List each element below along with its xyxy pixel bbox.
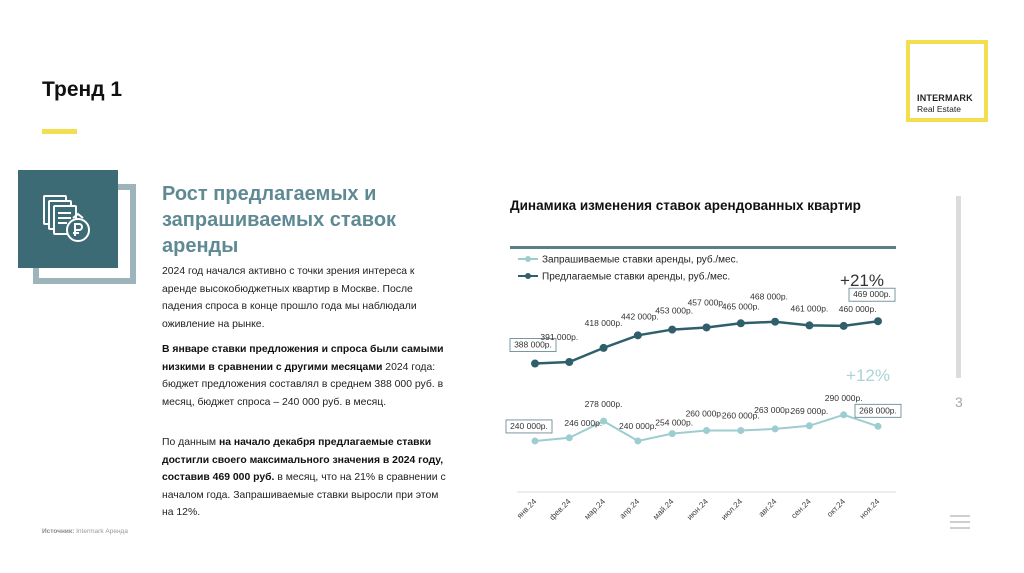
data-label: 240 000р. (510, 421, 548, 431)
chart-title: Динамика изменения ставок арендованных к… (510, 198, 861, 213)
paragraph-december-a: По данным (162, 437, 219, 448)
data-label: 388 000р. (514, 340, 552, 350)
data-label: 469 000р. (853, 289, 891, 299)
section-heading: Рост предлагаемых и запрашиваемых ставок… (162, 183, 397, 257)
paragraph-december-bold: на начало декабря предлагаемые ставки до… (162, 437, 444, 483)
legend-marker-0 (525, 256, 531, 262)
data-point (599, 343, 608, 352)
data-point (771, 317, 780, 326)
data-point (805, 422, 813, 430)
data-point (633, 331, 642, 340)
source-note: Источник: Intermark Аренда (42, 528, 128, 535)
data-label: 290 000р. (825, 393, 863, 403)
paragraph-january-bold: В январе ставки предложения и спроса был… (162, 344, 444, 373)
data-label: 418 000р. (585, 318, 623, 328)
data-point (600, 417, 608, 425)
x-tick-label: апр.24 (618, 497, 642, 521)
legend-label-0: Запрашиваемые ставки аренды, руб./мес. (542, 254, 738, 266)
paragraph-january-rest: 2024 года: бюджет предложения составлял … (162, 361, 444, 408)
data-label-box (505, 419, 553, 434)
slide-title: Тренд 1 (42, 78, 123, 101)
data-label: 240 000р. (619, 421, 657, 431)
x-tick-label: мар.24 (583, 497, 608, 522)
menu-icon[interactable] (950, 515, 970, 531)
logo-subtitle: Real Estate (917, 104, 961, 114)
data-point (634, 437, 642, 445)
data-label: 260 000р. (686, 408, 724, 418)
data-point (805, 321, 814, 330)
data-point (531, 437, 539, 445)
data-point (565, 357, 574, 366)
x-tick-label: авг.24 (757, 497, 779, 519)
paragraph-january: В январе ставки предложения и спроса был… (162, 341, 452, 411)
x-tick-label: июн.24 (685, 497, 710, 522)
data-point (840, 411, 848, 419)
data-point (874, 317, 882, 326)
data-label: 460 000р. (839, 304, 877, 314)
data-label-box (509, 338, 557, 352)
documents-ruble-icon (18, 170, 118, 268)
data-point (565, 434, 573, 442)
change-label-request: +12% (846, 366, 890, 385)
data-point (736, 319, 745, 328)
data-label-box (854, 403, 902, 418)
x-tick-label: фев.24 (548, 497, 573, 522)
data-label: 391 000р. (540, 332, 578, 342)
data-label: 269 000р. (790, 406, 828, 416)
legend-label-1: Предлагаемые ставки аренды, руб./мес. (542, 271, 730, 283)
x-tick-label: янв.24 (515, 497, 539, 521)
paragraph-december: По данным на начало декабря предлагаемые… (162, 434, 452, 522)
data-label: 260 000р. (722, 410, 760, 420)
scroll-indicator (956, 196, 961, 378)
data-label: 465 000р. (722, 301, 760, 311)
x-tick-label: июл.24 (719, 497, 744, 522)
data-point (839, 321, 848, 330)
x-tick-label: май.24 (651, 497, 676, 522)
intermark-logo: INTERMARK Real Estate (906, 40, 988, 122)
data-label: 442 000р. (621, 311, 659, 321)
x-tick-label: окт.24 (825, 497, 847, 519)
data-label: 453 000р. (655, 306, 693, 316)
data-point (702, 323, 711, 332)
data-label: 263 000р. (754, 405, 792, 415)
x-tick-label: ноя.24 (858, 497, 882, 521)
data-label: 268 000р. (859, 405, 897, 415)
data-label-box (848, 287, 896, 302)
rent-rates-chart: Запрашиваемые ставки аренды, руб./мес. Пр… (505, 254, 902, 522)
data-point (668, 325, 677, 334)
data-point (668, 430, 676, 438)
x-tick-label: сен.24 (789, 497, 813, 521)
legend-marker-1 (525, 273, 531, 279)
data-label: 278 000р. (585, 399, 623, 409)
paragraph-intro: 2024 год начался активно с точки зрения … (162, 266, 417, 330)
data-label: 468 000р. (750, 292, 788, 302)
title-accent-bar (42, 129, 77, 134)
data-point (703, 426, 710, 434)
data-point (771, 425, 779, 433)
page-number: 3 (955, 394, 963, 410)
logo-brand: INTERMARK (917, 93, 973, 103)
paragraph-december-b: в месяц, что на 21% в сравнении с начало… (162, 472, 446, 518)
data-label: 461 000р. (790, 303, 828, 313)
chart-title-rule (510, 246, 896, 249)
source-label: Источник: (42, 528, 75, 535)
change-label-offer: +21% (840, 271, 884, 290)
data-label: 457 000р. (688, 297, 726, 307)
data-point (874, 422, 882, 430)
data-label: 254 000р. (655, 418, 693, 428)
data-point (737, 426, 745, 434)
data-label: 246 000р. (564, 418, 602, 428)
data-point (531, 359, 539, 368)
source-value: Intermark Аренда (76, 528, 128, 535)
